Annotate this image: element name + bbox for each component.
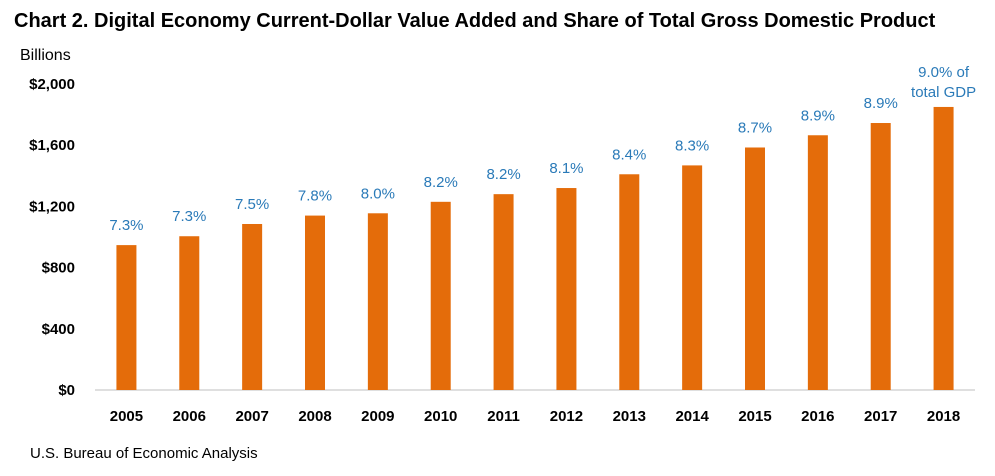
data-label: 8.2% [486, 166, 520, 183]
bar [933, 106, 954, 390]
y-axis-units-label: Billions [20, 47, 71, 64]
x-tick-label: 2017 [864, 408, 897, 425]
bar [305, 215, 325, 390]
data-label: 8.1% [549, 160, 583, 177]
y-tick-label: $400 [42, 321, 75, 338]
data-label: 7.8% [298, 188, 332, 205]
x-tick-label: 2015 [738, 408, 771, 425]
y-tick-label: $0 [58, 382, 75, 399]
bar [242, 223, 263, 390]
y-tick-label: $1,200 [29, 198, 75, 215]
bar [493, 194, 514, 390]
x-tick-label: 2018 [927, 408, 960, 425]
data-label: 8.9% [801, 107, 835, 124]
bar [367, 213, 388, 390]
source-note: U.S. Bureau of Economic Analysis [30, 445, 258, 462]
x-tick-label: 2005 [110, 408, 143, 425]
bar [179, 236, 200, 390]
bar [116, 245, 137, 390]
data-label: 7.5% [235, 196, 269, 213]
data-label: 8.7% [738, 119, 772, 136]
y-tick-label: $800 [42, 260, 75, 277]
data-label: total GDP [911, 84, 976, 101]
bar [745, 147, 765, 390]
x-tick-label: 2012 [550, 408, 583, 425]
bar [430, 201, 451, 390]
x-tick-label: 2010 [424, 408, 457, 425]
bar [556, 188, 577, 390]
bar [807, 135, 828, 390]
bar [682, 165, 703, 390]
chart-title: Chart 2. Digital Economy Current-Dollar … [14, 10, 936, 32]
bar-chart: $0 $400 $800 $1,200 $1,600 $2,000 2005 7.3% 2006… [29, 64, 976, 425]
data-label: 8.0% [361, 185, 395, 202]
x-tick-label: 2016 [801, 408, 834, 425]
x-tick-label: 2007 [235, 408, 268, 425]
bar [619, 174, 640, 390]
x-tick-label: 2009 [361, 408, 394, 425]
x-tick-label: 2013 [613, 408, 646, 425]
data-label: 9.0% of [918, 64, 970, 81]
data-label: 8.4% [612, 146, 646, 163]
x-tick-label: 2006 [173, 408, 206, 425]
data-label: 7.3% [172, 208, 206, 225]
data-label: 8.2% [424, 174, 458, 191]
y-tick-label: $1,600 [29, 137, 75, 154]
y-tick-label: $2,000 [29, 76, 75, 93]
data-label: 8.9% [864, 95, 898, 112]
x-tick-label: 2014 [675, 408, 709, 425]
data-label: 8.3% [675, 137, 709, 154]
bar [870, 123, 891, 390]
x-tick-label: 2008 [298, 408, 331, 425]
data-label: 7.3% [109, 217, 143, 234]
x-tick-label: 2011 [487, 408, 520, 425]
